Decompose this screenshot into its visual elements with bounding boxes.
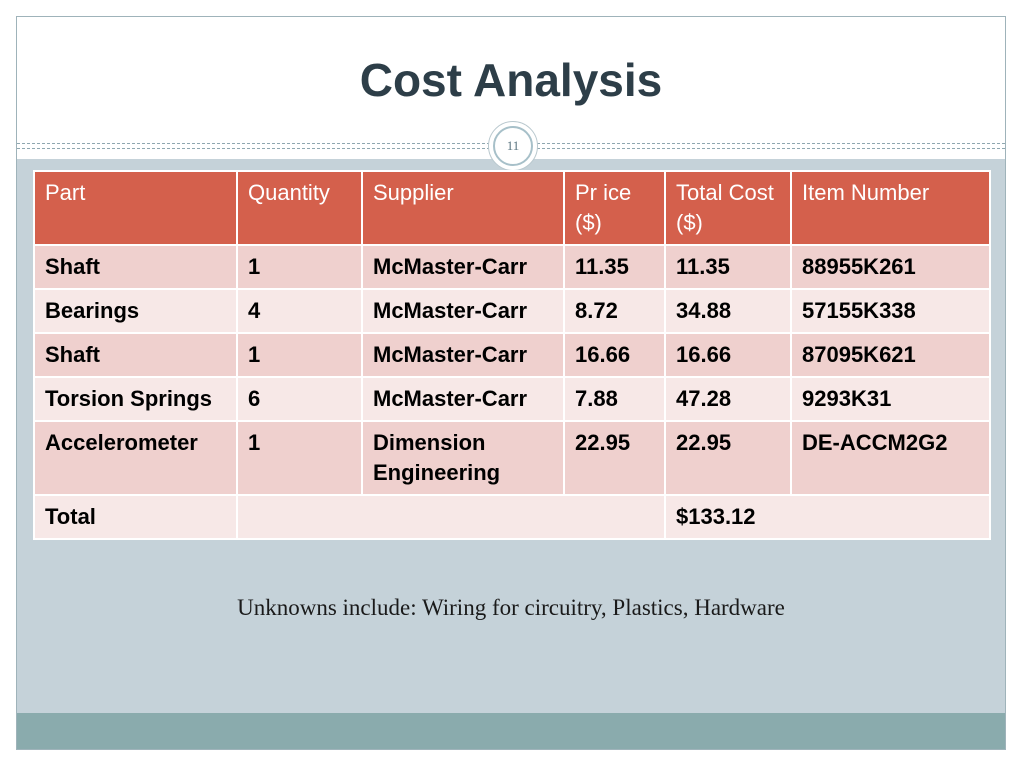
cell-item-number: DE-ACCM2G2 (790, 420, 991, 496)
cell-quantity: 1 (236, 244, 363, 290)
cell-supplier: Dimension Engineering (361, 420, 565, 496)
unknowns-note: Unknowns include: Wiring for circuitry, … (237, 595, 785, 620)
cell-total-cost: 16.66 (664, 332, 792, 378)
cell-part: Torsion Springs (33, 376, 238, 422)
cell-total-cost: 11.35 (664, 244, 792, 290)
header-price: Pr ice ($) (563, 170, 666, 246)
cell-supplier: McMaster-Carr (361, 376, 565, 422)
header-total-cost: Total Cost ($) (664, 170, 792, 246)
table-row: Shaft 1 McMaster-Carr 16.66 16.66 87095K… (33, 332, 991, 378)
page-number-badge: 11 (488, 121, 538, 171)
cell-quantity: 4 (236, 288, 363, 334)
table-row: Accelerometer 1 Dimension Engineering 22… (33, 420, 991, 496)
table-row: Torsion Springs 6 McMaster-Carr 7.88 47.… (33, 376, 991, 422)
slide: Cost Analysis 11 Part Quantity Supplier … (16, 16, 1006, 750)
cell-supplier: McMaster-Carr (361, 332, 565, 378)
cost-table-wrapper: Part Quantity Supplier Pr ice ($) Total … (33, 170, 991, 540)
cell-price: 16.66 (563, 332, 666, 378)
header-item-number: Item Number (790, 170, 991, 246)
header-supplier: Supplier (361, 170, 565, 246)
total-label: Total (33, 494, 238, 540)
cell-total-cost: 47.28 (664, 376, 792, 422)
cell-item-number: 87095K621 (790, 332, 991, 378)
cell-part: Accelerometer (33, 420, 238, 496)
cell-price: 7.88 (563, 376, 666, 422)
cell-item-number: 9293K31 (790, 376, 991, 422)
cell-part: Shaft (33, 244, 238, 290)
header-quantity: Quantity (236, 170, 363, 246)
cell-quantity: 6 (236, 376, 363, 422)
cell-part: Shaft (33, 332, 238, 378)
cell-item-number: 88955K261 (790, 244, 991, 290)
cell-price: 11.35 (563, 244, 666, 290)
table-header-row: Part Quantity Supplier Pr ice ($) Total … (33, 170, 991, 246)
cost-table: Part Quantity Supplier Pr ice ($) Total … (33, 170, 991, 540)
total-value: $133.12 (664, 494, 991, 540)
cell-quantity: 1 (236, 420, 363, 496)
table-row: Shaft 1 McMaster-Carr 11.35 11.35 88955K… (33, 244, 991, 290)
cell-price: 8.72 (563, 288, 666, 334)
cell-supplier: McMaster-Carr (361, 288, 565, 334)
cell-item-number: 57155K338 (790, 288, 991, 334)
page-number: 11 (493, 126, 533, 166)
cell-price: 22.95 (563, 420, 666, 496)
cell-supplier: McMaster-Carr (361, 244, 565, 290)
total-row: Total $133.12 (33, 494, 991, 540)
cell-total-cost: 34.88 (664, 288, 792, 334)
cell-total-cost: 22.95 (664, 420, 792, 496)
footer-bar (17, 713, 1005, 749)
header-part: Part (33, 170, 238, 246)
slide-title: Cost Analysis (359, 54, 663, 106)
cell-part: Bearings (33, 288, 238, 334)
total-spacer (236, 494, 666, 540)
table-row: Bearings 4 McMaster-Carr 8.72 34.88 5715… (33, 288, 991, 334)
cell-quantity: 1 (236, 332, 363, 378)
